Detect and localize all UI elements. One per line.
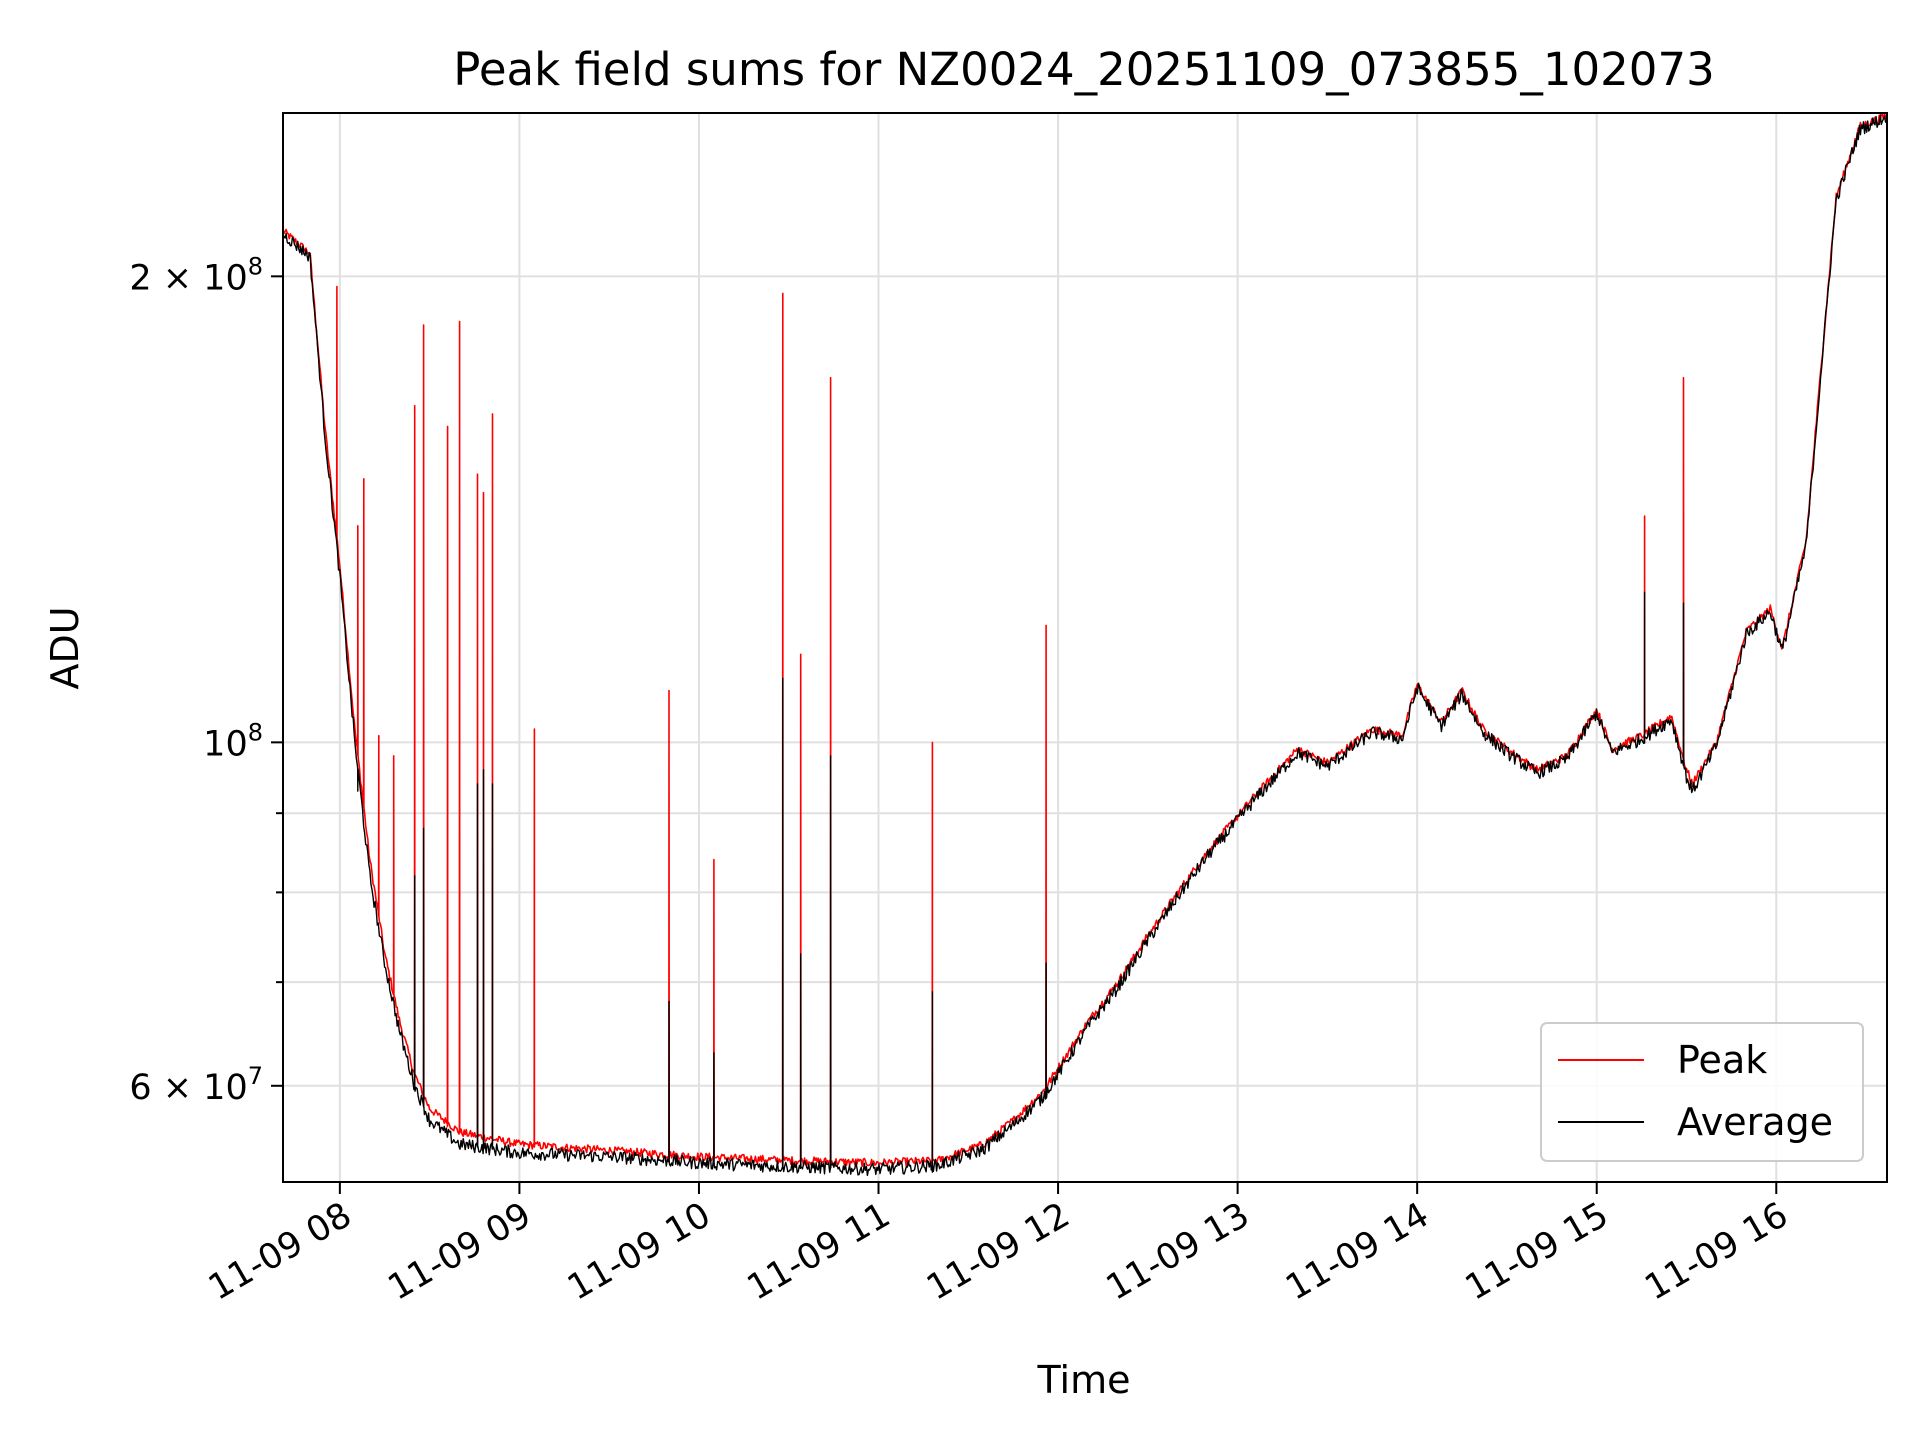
- series-layer: [283, 113, 1887, 1177]
- x-axis-label: Time: [1037, 1358, 1131, 1402]
- grid: [283, 113, 1887, 1182]
- y-tick-label: 2 × 108: [129, 252, 263, 298]
- y-tick-label: 108: [203, 718, 263, 764]
- legend-label-peak: Peak: [1677, 1038, 1767, 1082]
- y-axis-label: ADU: [43, 606, 87, 689]
- legend: Peak Average: [1540, 1022, 1864, 1162]
- legend-label-average: Average: [1677, 1100, 1833, 1144]
- series-line-peak: [283, 113, 1887, 1168]
- series-line-average: [283, 114, 1887, 1177]
- plot-frame: [282, 112, 1888, 1183]
- y-tick-label: 6 × 107: [129, 1062, 263, 1108]
- legend-box: [1540, 1022, 1864, 1162]
- y-axis: 6 × 107 108 2 × 108: [129, 252, 283, 1108]
- chart-title: Peak field sums for NZ0024_20251109_0738…: [453, 43, 1714, 96]
